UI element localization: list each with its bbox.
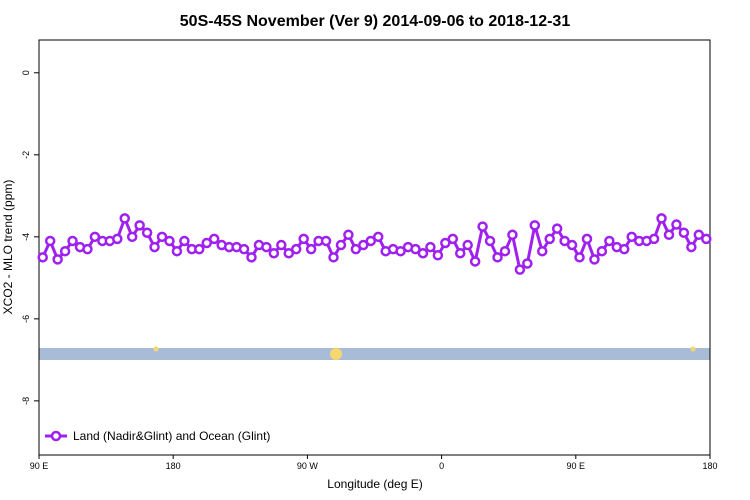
series-point [432,250,444,261]
series-point [604,235,615,247]
series-point [544,233,555,245]
series-point [477,221,488,232]
series-point [507,229,518,241]
series-point [164,235,175,247]
y-tick-label: 0 [21,70,31,75]
series-point [59,245,71,257]
series-point [365,235,377,247]
land-marker [153,346,159,352]
series-point [335,239,347,251]
series-point [469,256,481,267]
series-point [447,233,459,245]
y-axis-title: XCO2 - MLO trend (ppm) [1,180,15,315]
series-point [283,247,295,259]
series-point [238,243,250,255]
series-point [686,241,697,253]
series-point [484,235,496,247]
series-point [67,235,78,247]
y-tick-label: -2 [21,151,31,159]
series-point [201,237,212,249]
x-tick-label: 90 E [30,461,49,471]
series-point [626,231,637,243]
series-point [149,241,160,253]
series-point [208,233,220,245]
chart-title: 50S-45S November (Ver 9) 2014-09-06 to 2… [180,13,571,30]
series-point [343,229,354,241]
x-tick-label: 0 [439,461,444,471]
series-point [596,245,608,257]
series-point [112,233,123,245]
series-point [529,220,541,231]
series-point [395,245,406,257]
x-axis-title: Longitude (deg E) [327,477,422,491]
series-point [589,254,600,265]
series-point [179,235,190,247]
series-point [566,239,578,251]
series-point [559,235,570,247]
series-point [246,252,257,263]
series-point [551,223,563,234]
series-point [194,243,205,255]
x-tick-label: 180 [702,461,717,471]
series-point [522,258,533,269]
series-point [537,245,548,257]
series-point [440,237,451,249]
series-point [290,243,302,255]
series-point [141,227,153,238]
series-point [693,229,705,241]
y-tick-label: -6 [21,315,31,323]
series-point [89,231,101,243]
series-point [663,229,675,241]
plot-frame [38,39,711,456]
series-point [574,252,585,263]
series-point [134,220,145,231]
land-marker [330,348,342,360]
series-point [656,213,667,224]
series-point [499,245,511,257]
series-point [425,241,436,253]
x-tick-label: 90 W [297,461,319,471]
series-point [358,239,369,251]
series-point [37,252,48,263]
legend-label: Land (Nadir&Glint) and Ocean (Glint) [73,429,270,443]
y-tick-label: -8 [21,397,31,405]
x-tick-label: 180 [166,461,181,471]
series-point [119,213,130,224]
series-point [44,235,56,247]
series-point [298,233,309,245]
series-point [619,243,630,255]
series-point [648,233,660,245]
series-point [52,254,63,265]
series-point [417,247,429,259]
series-point [372,231,384,243]
series-point [156,231,168,243]
series-point [305,243,317,255]
series-point [678,227,690,238]
series-point [454,247,466,259]
series-point [320,235,332,247]
series-point [581,233,593,245]
series-point [328,252,339,263]
series-point [276,239,287,251]
series-point [410,243,421,255]
series-point [82,243,93,255]
series-point [268,247,280,259]
series-point [701,233,712,245]
series-point [350,243,362,255]
series-point [126,231,138,243]
series-point [514,264,526,275]
x-tick-label: 90 E [567,461,586,471]
series-point [171,245,183,257]
y-tick-label: -4 [21,233,31,241]
legend-marker [50,430,62,442]
surface-band [39,348,710,360]
series-point [261,241,272,253]
series-point [492,252,503,263]
series-point [462,239,473,251]
land-marker [690,346,696,352]
series-point [671,219,682,230]
